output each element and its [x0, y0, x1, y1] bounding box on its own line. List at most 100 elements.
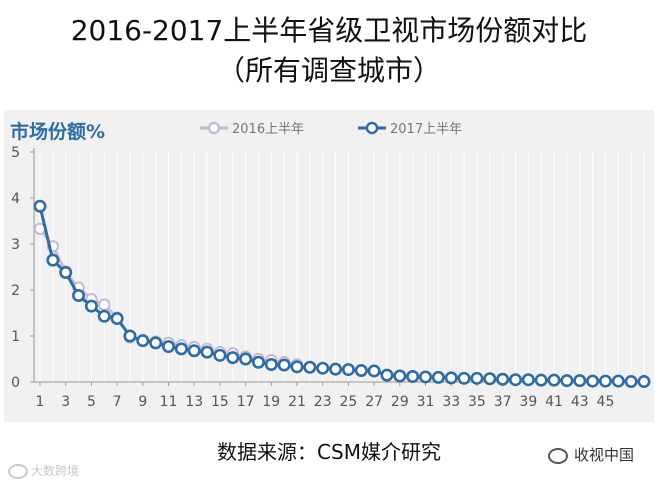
x-tick-label: 19	[262, 394, 280, 410]
y-tick-label: 0	[11, 375, 20, 391]
data-point	[303, 360, 317, 374]
data-point	[380, 368, 394, 382]
data-source: 数据来源：CSM媒介研究	[217, 440, 441, 464]
x-tick-label: 29	[391, 394, 409, 410]
data-point	[573, 374, 587, 388]
legend-entry: 2017上半年	[390, 122, 462, 137]
watermark-right-text: 收视中国	[574, 446, 635, 464]
y-tick-label: 1	[11, 329, 20, 345]
watermark-left-text: 大数跨境	[31, 464, 80, 478]
data-point	[33, 199, 47, 213]
x-tick-label: 3	[61, 394, 70, 410]
data-point	[611, 374, 625, 388]
x-tick-label: 13	[185, 394, 203, 410]
series-line-2017上半年	[38, 205, 644, 384]
data-point	[393, 369, 407, 383]
x-tick-label: 9	[138, 394, 147, 410]
data-point	[637, 375, 651, 389]
data-point	[174, 342, 188, 356]
data-point	[457, 371, 471, 385]
data-point	[431, 370, 445, 384]
x-tick-label: 41	[545, 394, 563, 410]
x-tick-label: 15	[211, 394, 229, 410]
x-tick-label: 43	[571, 394, 589, 410]
data-point	[354, 364, 368, 378]
legend-entry: 2016上半年	[232, 122, 304, 137]
x-tick-label: 17	[237, 394, 255, 410]
data-point	[341, 363, 355, 377]
x-tick-label: 33	[442, 394, 460, 410]
data-point	[444, 371, 458, 385]
data-point	[84, 299, 98, 313]
data-point	[200, 345, 214, 359]
y-tick-label: 5	[11, 145, 20, 161]
legend: 2016上半年 2017上半年	[200, 121, 462, 137]
data-point	[251, 355, 265, 369]
series-layer	[33, 199, 651, 389]
chart-panel: 0 1 2 3 4 5 1 3 5 7 9 11 13 15 17 19 21 23 25 27 29 31 33 35 37 3…	[4, 110, 654, 422]
x-tick-label: 25	[340, 394, 358, 410]
x-tick-label: 35	[468, 394, 486, 410]
data-point	[496, 372, 510, 386]
x-tick-label: 37	[494, 394, 512, 410]
data-point	[264, 358, 278, 372]
data-point	[98, 298, 111, 311]
x-tick-label: 39	[519, 394, 537, 410]
data-point	[97, 309, 111, 323]
legend-swatch-marker	[207, 121, 221, 135]
x-tick-label: 45	[597, 394, 615, 410]
x-tick-label: 1	[36, 394, 45, 410]
data-point	[508, 373, 522, 387]
x-tick-label: 11	[160, 394, 178, 410]
data-point	[149, 336, 163, 350]
x-tick-label: 21	[288, 394, 306, 410]
data-point	[316, 361, 330, 375]
data-point	[187, 344, 201, 358]
wechat-icon	[548, 447, 568, 464]
data-point	[329, 362, 343, 376]
y-tick-label: 4	[11, 191, 20, 207]
data-point	[586, 374, 600, 388]
data-point	[560, 374, 574, 388]
watermark-left: 大数跨境	[8, 462, 79, 479]
axes	[30, 148, 644, 386]
watermark-logo-icon	[8, 464, 28, 479]
chart-subtitle: （所有调查城市）	[216, 54, 441, 87]
data-point	[239, 352, 253, 366]
legend-swatch-marker	[365, 121, 379, 135]
x-tick-label: 5	[87, 394, 96, 410]
data-point	[72, 289, 86, 303]
data-point	[226, 351, 240, 365]
data-point	[123, 329, 137, 343]
data-point	[136, 334, 150, 348]
data-point	[59, 266, 73, 280]
x-tick-label: 23	[314, 394, 332, 410]
data-point	[406, 369, 420, 383]
x-tick-label: 7	[113, 394, 122, 410]
data-point	[534, 373, 548, 387]
y-tick-label: 3	[11, 237, 20, 253]
y-axis-label: 市场份额%	[10, 120, 105, 143]
data-point	[162, 340, 176, 354]
watermark-right: 收视中国	[548, 444, 634, 465]
x-tick-label: 27	[365, 394, 383, 410]
data-point	[290, 360, 304, 374]
data-point	[521, 373, 535, 387]
chart-title: 2016-2017上半年省级卫视市场份额对比	[70, 14, 588, 47]
data-point	[470, 371, 484, 385]
data-point	[419, 370, 433, 384]
y-tick-label: 2	[11, 283, 20, 299]
data-point	[213, 348, 227, 362]
data-point	[624, 375, 638, 389]
data-point	[598, 374, 612, 388]
data-point	[547, 373, 561, 387]
x-tick-label: 31	[417, 394, 435, 410]
data-point	[367, 364, 381, 378]
data-point	[46, 253, 60, 267]
data-point	[277, 358, 291, 372]
data-point	[110, 312, 124, 326]
grid-lines	[39, 152, 645, 382]
data-point	[483, 372, 497, 386]
